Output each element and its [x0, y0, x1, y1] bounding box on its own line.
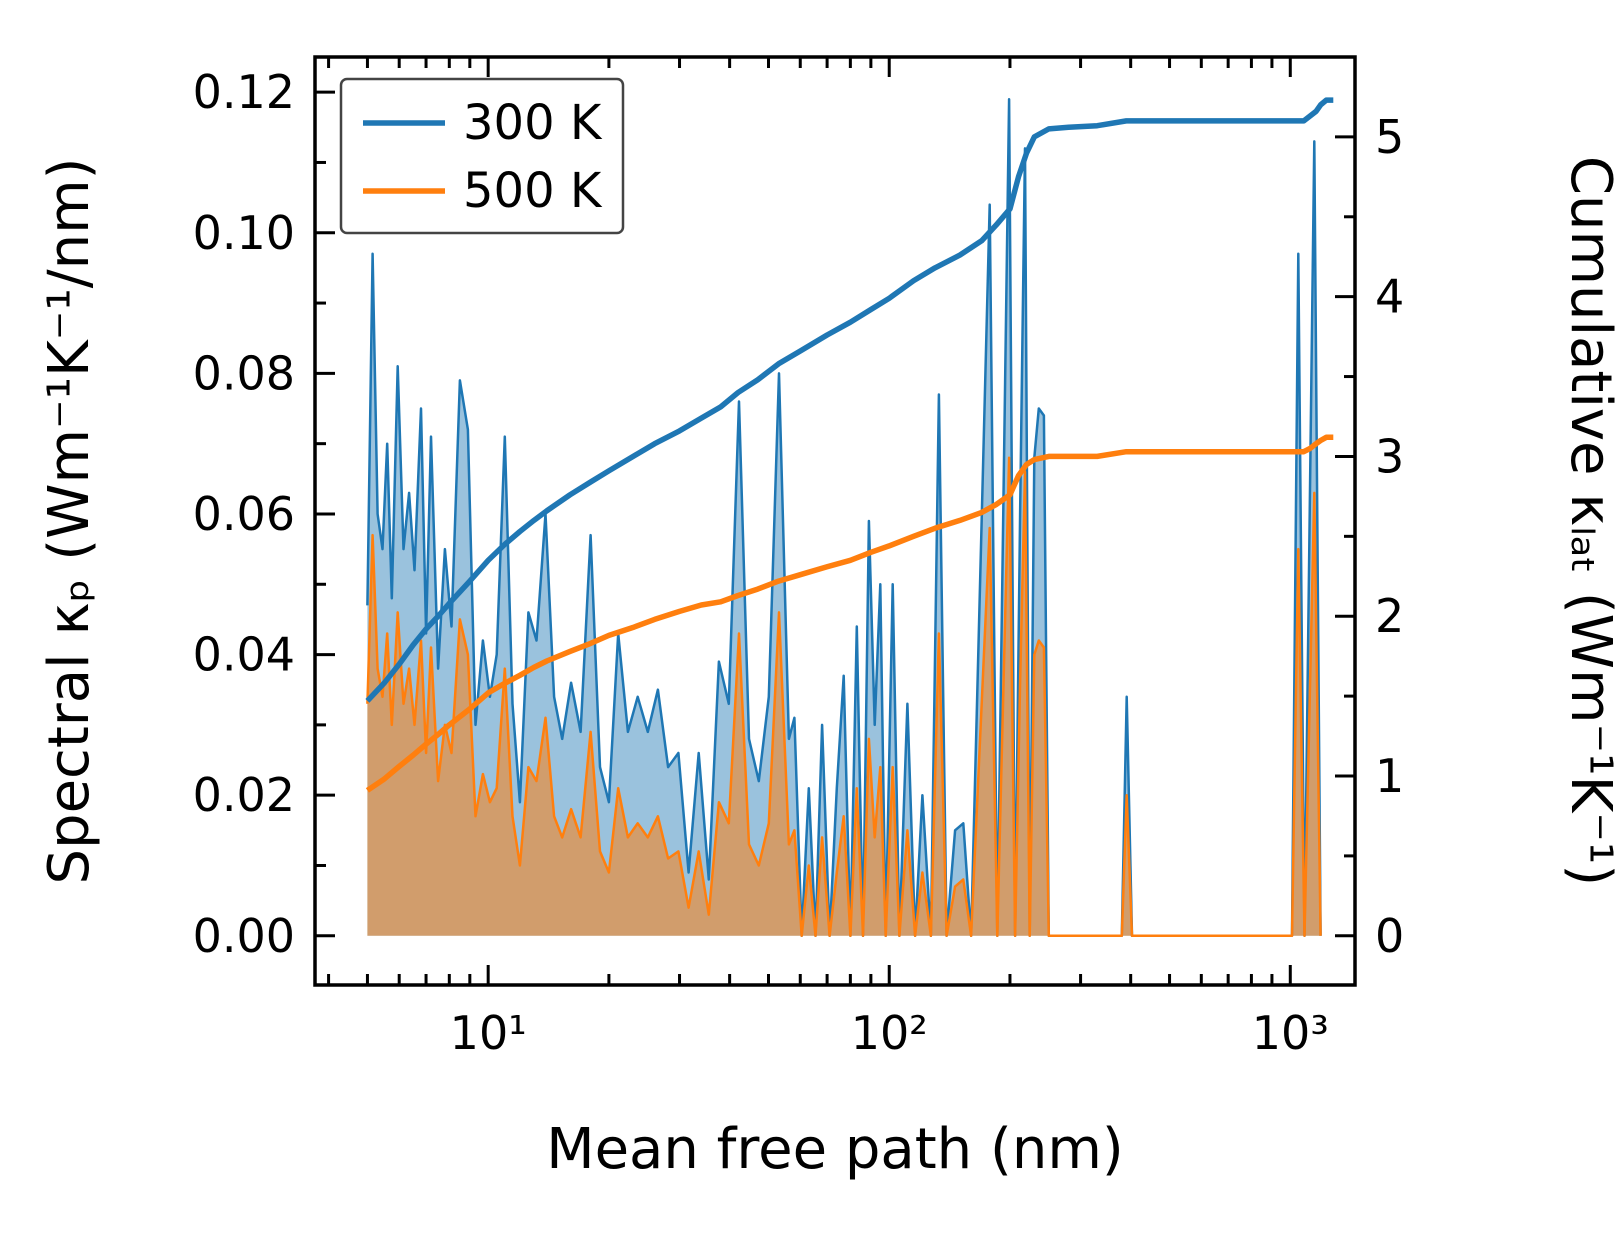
y-left-tick-label: 0.06 [193, 487, 295, 541]
y-left-tick-label: 0.00 [193, 909, 295, 963]
legend: 300 K 500 K [339, 77, 625, 235]
plot-frame [313, 55, 1357, 987]
y-left-tick-label: 0.12 [193, 65, 295, 119]
tick-labels: 10¹ 10² 10³ 0.00 0.02 0.04 0.06 0.08 0.10 0.12 0 1 2… [193, 65, 1405, 1060]
y-right-tick-label: 2 [1375, 589, 1404, 643]
y-right-tick-label: 5 [1375, 110, 1404, 164]
y-right-tick-label: 4 [1375, 270, 1404, 324]
x-axis-label: Mean free path (nm) [546, 1117, 1123, 1182]
y-left-tick-label: 0.02 [193, 768, 295, 822]
y-right-tick-label: 0 [1375, 909, 1404, 963]
legend-label-300k: 300 K [463, 95, 603, 151]
y-left-tick-label: 0.08 [193, 346, 295, 400]
spectral-500k-line [366, 456, 1322, 938]
x-tick-label: 10³ [1252, 1006, 1329, 1060]
cumulative-500k-line [365, 434, 1334, 793]
plot-data-layer [365, 97, 1334, 938]
x-tick-label: 10² [851, 1006, 928, 1060]
y-right-axis-label: Cumulative κₗₐₜ (Wm⁻¹K⁻¹) [1558, 156, 1623, 886]
cumulative-300k-line [365, 97, 1334, 703]
y-right-tick-label: 3 [1375, 429, 1404, 483]
y-left-axis-label: Spectral κₚ (Wm⁻¹K⁻¹/nm) [37, 157, 102, 884]
spectral-300k-line [366, 97, 1322, 938]
legend-box [339, 77, 625, 235]
y-left-tick-label: 0.04 [193, 628, 295, 682]
y-right-tick-label: 1 [1375, 749, 1404, 803]
legend-label-500k: 500 K [463, 163, 603, 219]
x-tick-label: 10¹ [450, 1006, 527, 1060]
axis-ticks [315, 57, 1355, 985]
y-left-tick-label: 0.10 [193, 206, 295, 260]
